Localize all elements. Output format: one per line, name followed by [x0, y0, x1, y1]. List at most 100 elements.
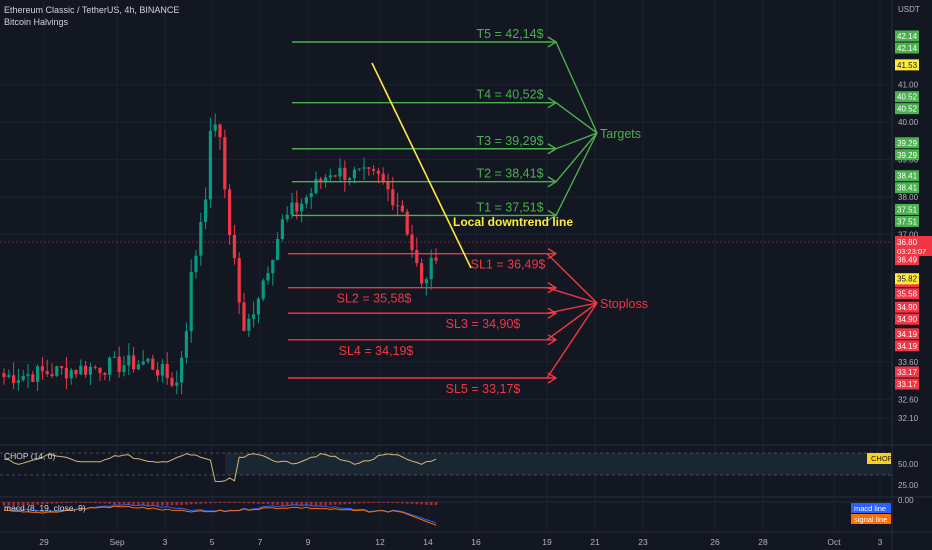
target-price-tag: 42.14 — [897, 44, 918, 53]
macd-bar — [305, 502, 308, 506]
macd-bar — [357, 502, 361, 504]
symbol-title: Ethereum Classic / TetherUS, 4h, BINANCE — [4, 5, 180, 15]
candle-body — [88, 366, 92, 375]
candle-body — [74, 369, 78, 375]
macd-bar — [247, 502, 251, 504]
stop-label: SL5 = 33,17$ — [446, 382, 521, 396]
macd-bar — [319, 502, 323, 506]
candles — [2, 113, 438, 395]
candle-body — [242, 302, 246, 331]
candle-body — [424, 279, 428, 284]
chop-tick: 50.00 — [898, 460, 919, 469]
macd-bar — [415, 502, 419, 505]
stop-price-tag-bg — [895, 288, 919, 300]
stop-arrowhead — [547, 307, 558, 319]
macd-bar — [410, 502, 414, 504]
target-label: T2 = 38,41$ — [476, 167, 543, 181]
candle-body — [429, 257, 433, 280]
target-price-tag: 40.52 — [897, 105, 918, 114]
candle-body — [304, 197, 308, 204]
macd-bar — [65, 502, 68, 504]
candle-body — [112, 356, 116, 358]
chop-line — [3, 453, 437, 483]
candle-body — [247, 318, 251, 331]
candle-body — [261, 280, 265, 299]
target-fan-line — [555, 41, 598, 134]
macd-bar — [108, 502, 111, 504]
candle-body — [372, 168, 376, 171]
time-ticks: 29 Sep 3 5 7 9 12 14 16 19 21 23 26 28 Oct 3 — [39, 537, 882, 547]
candle-body — [136, 364, 140, 370]
stoploss-annotation: Stoploss — [600, 297, 648, 311]
candle-body — [79, 365, 83, 375]
macd-bar — [372, 502, 375, 503]
macd-bar — [146, 502, 150, 506]
candle-body — [60, 366, 64, 368]
candle-body — [314, 178, 318, 194]
trendline-annotation: Local downtrend line — [453, 215, 573, 229]
candle-body — [237, 258, 241, 303]
stop-price-tag: 33.17 — [897, 380, 918, 389]
stop-price-tag: 35.58 — [897, 290, 918, 299]
stop-price-tag-bg — [895, 378, 919, 390]
candle-body — [69, 369, 73, 379]
halving-price-tag: 41.53 — [897, 61, 918, 70]
downtrend-line — [371, 62, 472, 269]
macd-bar — [79, 502, 83, 503]
stop-fan-line — [546, 302, 598, 379]
macd-bar — [290, 502, 294, 506]
candle-body — [396, 205, 400, 207]
signal-tag: signal line — [854, 515, 887, 524]
macd-bar — [50, 502, 54, 504]
macd-bar — [329, 502, 332, 506]
time-tick: 26 — [710, 537, 720, 547]
macd-bar — [170, 502, 174, 506]
candle-body — [386, 181, 390, 190]
macd-bar — [60, 502, 63, 504]
candle-body — [256, 298, 260, 315]
macd-bar — [12, 502, 15, 506]
macd-bar — [281, 502, 284, 506]
chop-label: CHOP (14, 0) — [4, 451, 56, 461]
candle-body — [324, 177, 328, 183]
time-tick: Oct — [827, 537, 841, 547]
macd-bar — [98, 502, 102, 504]
macd-bar — [17, 502, 20, 506]
candle-body — [16, 380, 20, 384]
macd-bar — [137, 502, 140, 506]
candle-body — [127, 355, 131, 366]
macd-bar — [117, 502, 121, 505]
time-tick: 3 — [163, 537, 168, 547]
stops-group: SL1 = 36,49$ SL2 = 35,58$ SL3 = 34,90$ SL4 … — [288, 248, 598, 396]
macd-bar — [89, 502, 92, 504]
candle-body — [343, 167, 347, 180]
current-price-tag: 36.80 — [897, 238, 918, 247]
candle-body — [55, 366, 59, 376]
macd-tag-bg — [851, 503, 891, 513]
macd-bar — [271, 502, 275, 505]
price-tick: 33.60 — [898, 358, 919, 367]
target-price-tag: 37.51 — [897, 205, 918, 214]
target-price-tag-bg — [895, 215, 919, 227]
macd-bar — [199, 502, 203, 504]
candle-body — [93, 366, 97, 368]
candle-body — [170, 377, 174, 386]
macd-tag: macd line — [854, 504, 886, 513]
macd-bar — [353, 502, 356, 504]
target-label: T4 = 40,52$ — [476, 88, 543, 102]
candle-body — [434, 257, 438, 261]
macd-bar — [295, 502, 299, 506]
stop-price-tag-bg — [895, 301, 919, 313]
stop-price-tag-bg — [895, 313, 919, 325]
macd-bar — [367, 502, 371, 504]
marker-price-tag-bg — [895, 273, 919, 285]
candle-body — [208, 130, 212, 200]
candle-body — [180, 357, 184, 383]
stop-fan-line — [546, 302, 598, 314]
stop-fan-line — [546, 287, 598, 304]
candle-body — [7, 375, 11, 378]
candle-body — [367, 167, 371, 169]
candle-body — [165, 364, 169, 378]
candle-body — [21, 375, 25, 381]
